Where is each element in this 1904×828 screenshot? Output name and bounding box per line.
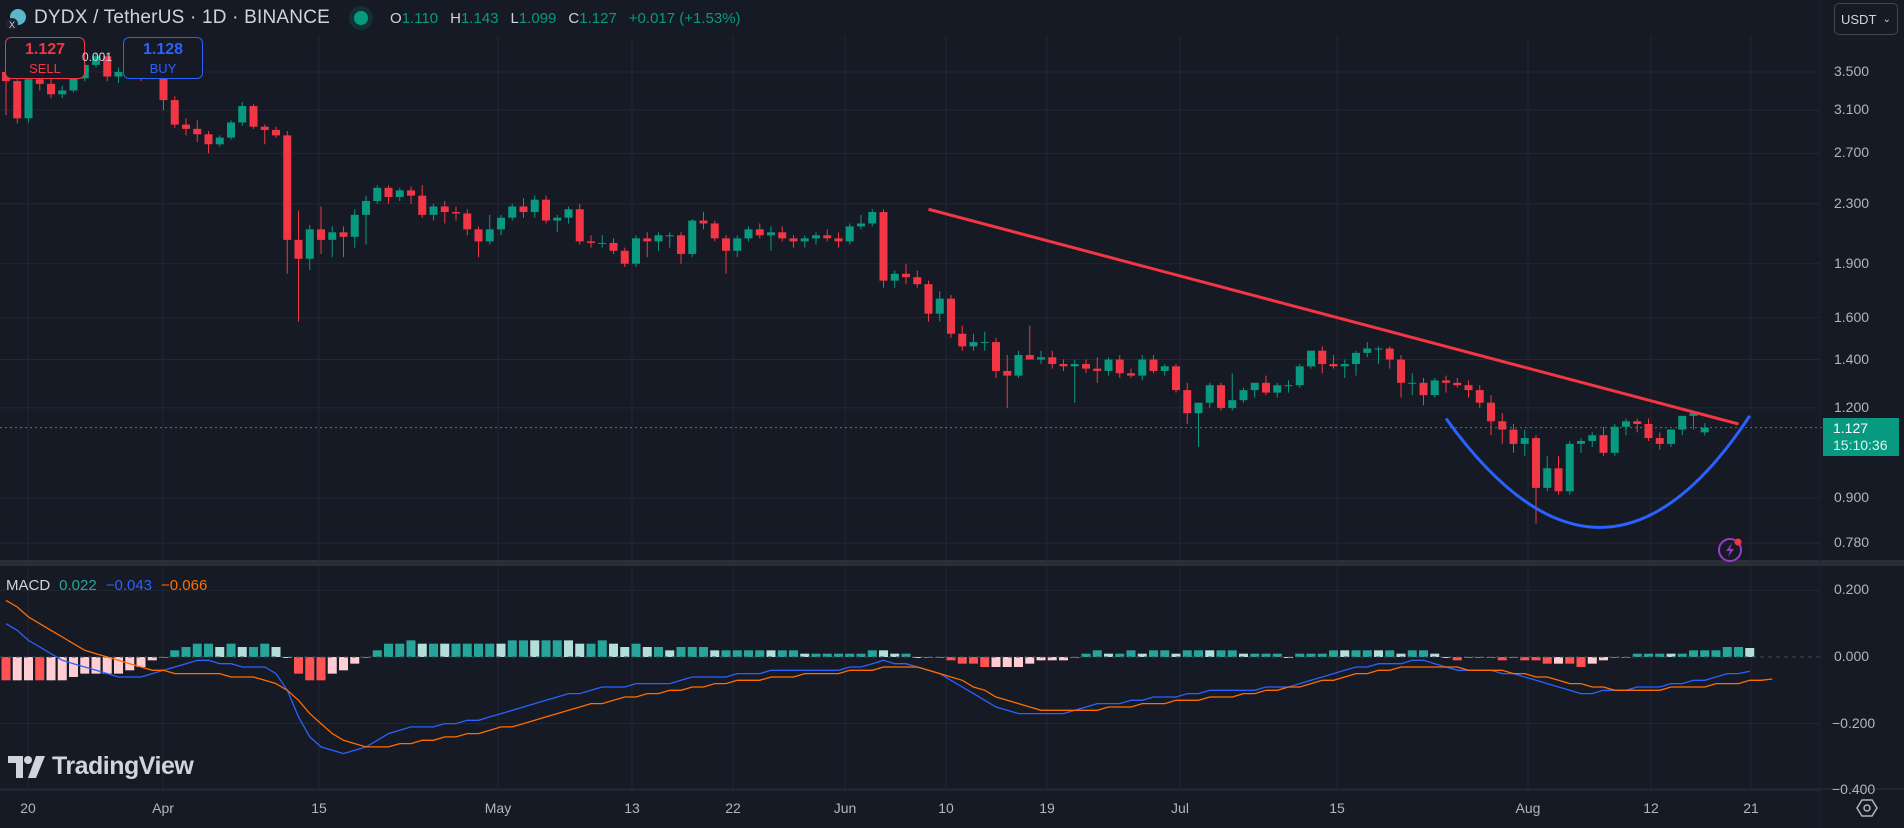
tradingview-logo-icon xyxy=(8,755,45,778)
sell-price: 1.127 xyxy=(24,41,66,58)
buy-label: BUY xyxy=(149,61,177,76)
time-tick-label: 20 xyxy=(20,800,36,816)
drawings[interactable] xyxy=(928,207,1752,529)
time-tick-label: May xyxy=(484,800,512,816)
time-tick-label: 15 xyxy=(311,800,327,816)
chart-header: X DYDX / TetherUS · 1D · BINANCE O1.110 … xyxy=(0,0,741,36)
time-tick-label: 12 xyxy=(1643,800,1659,816)
bar-countdown: 15:10:36 xyxy=(1833,437,1888,453)
open-value: 1.110 xyxy=(401,9,439,27)
buy-button[interactable]: 1.128 BUY xyxy=(123,37,203,79)
high-label: H xyxy=(450,9,461,27)
time-tick-label: Aug xyxy=(1515,800,1541,816)
price-tick-label: 1.900 xyxy=(1834,254,1870,271)
time-tick-label: Jul xyxy=(1171,800,1189,816)
macd-legend[interactable]: MACD 0.022 −0.043 −0.066 xyxy=(6,577,207,594)
candlestick-series xyxy=(2,52,1709,524)
macd-line-value: −0.043 xyxy=(105,577,153,594)
open-label: O xyxy=(390,9,402,27)
chart-settings-icon[interactable] xyxy=(1856,797,1878,819)
price-tick-label: 0.780 xyxy=(1834,534,1870,551)
price-tick-label: 2.300 xyxy=(1834,194,1870,211)
low-value: 1.099 xyxy=(518,9,557,27)
macd-line xyxy=(5,623,1750,755)
svg-text:X: X xyxy=(9,20,15,30)
tradingview-wordmark: TradingView xyxy=(52,752,194,780)
close-label: C xyxy=(568,9,580,27)
price-tick-label: 3.500 xyxy=(1834,63,1870,79)
change-value: +0.017 (+1.53%) xyxy=(628,9,741,27)
macd-tick-label: −0.200 xyxy=(1832,714,1876,731)
time-tick-label: 21 xyxy=(1743,800,1759,816)
price-tick-label: 1.400 xyxy=(1834,350,1870,367)
ohlc-legend: O1.110 H1.143 L1.099 C1.127 +0.017 (+1.5… xyxy=(390,10,741,27)
chevron-down-icon: ⌄ xyxy=(1882,13,1891,25)
low-label: L xyxy=(510,9,519,27)
time-tick-label: 13 xyxy=(624,800,640,816)
currency-value: USDT xyxy=(1841,11,1877,27)
spread-value: 0.001 xyxy=(82,50,113,64)
time-tick-label: Apr xyxy=(152,800,174,816)
curve-drawing[interactable] xyxy=(1444,415,1752,529)
trendline-drawing[interactable] xyxy=(928,207,1739,426)
time-tick-label: Jun xyxy=(833,800,857,816)
signal-line xyxy=(5,599,1773,748)
macd-signal-value: −0.066 xyxy=(161,577,208,594)
last-price: 1.127 xyxy=(1833,420,1869,436)
sell-button[interactable]: 1.127 SELL xyxy=(5,37,85,79)
macd-histogram xyxy=(1,640,1755,681)
macd-tick-label: 0.200 xyxy=(1834,581,1870,598)
buy-price: 1.128 xyxy=(142,41,184,58)
market-status-dot xyxy=(354,11,369,25)
price-tick-label: 0.900 xyxy=(1834,489,1870,506)
lightning-alert-icon[interactable] xyxy=(1716,534,1746,564)
tradingview-logo[interactable]: TradingView xyxy=(8,752,194,781)
price-tick-label: 2.700 xyxy=(1834,144,1870,161)
symbol-title[interactable]: DYDX / TetherUS · 1D · BINANCE xyxy=(34,7,331,28)
last-price-badge: 1.127 15:10:36 xyxy=(1823,418,1899,456)
time-tick-label: 19 xyxy=(1039,800,1055,816)
price-tick-label: 3.100 xyxy=(1834,101,1870,118)
pane-separator[interactable] xyxy=(0,560,1904,566)
sell-label: SELL xyxy=(29,61,61,76)
price-tick-label: 1.600 xyxy=(1834,308,1870,325)
high-value: 1.143 xyxy=(460,9,499,27)
macd-tick-label: −0.400 xyxy=(1832,781,1876,798)
currency-select[interactable]: USDT ⌄ xyxy=(1834,3,1898,35)
macd-indicator-name: MACD xyxy=(6,577,51,594)
macd-histogram-value: 0.022 xyxy=(59,577,97,594)
time-tick-label: 15 xyxy=(1329,800,1345,816)
macd-tick-label: 0.000 xyxy=(1834,648,1870,664)
close-value: 1.127 xyxy=(579,9,617,27)
time-tick-label: 22 xyxy=(725,800,741,816)
dydx-logo-icon: X xyxy=(4,5,30,31)
time-tick-label: 10 xyxy=(938,800,954,816)
price-tick-label: 1.200 xyxy=(1834,398,1870,415)
